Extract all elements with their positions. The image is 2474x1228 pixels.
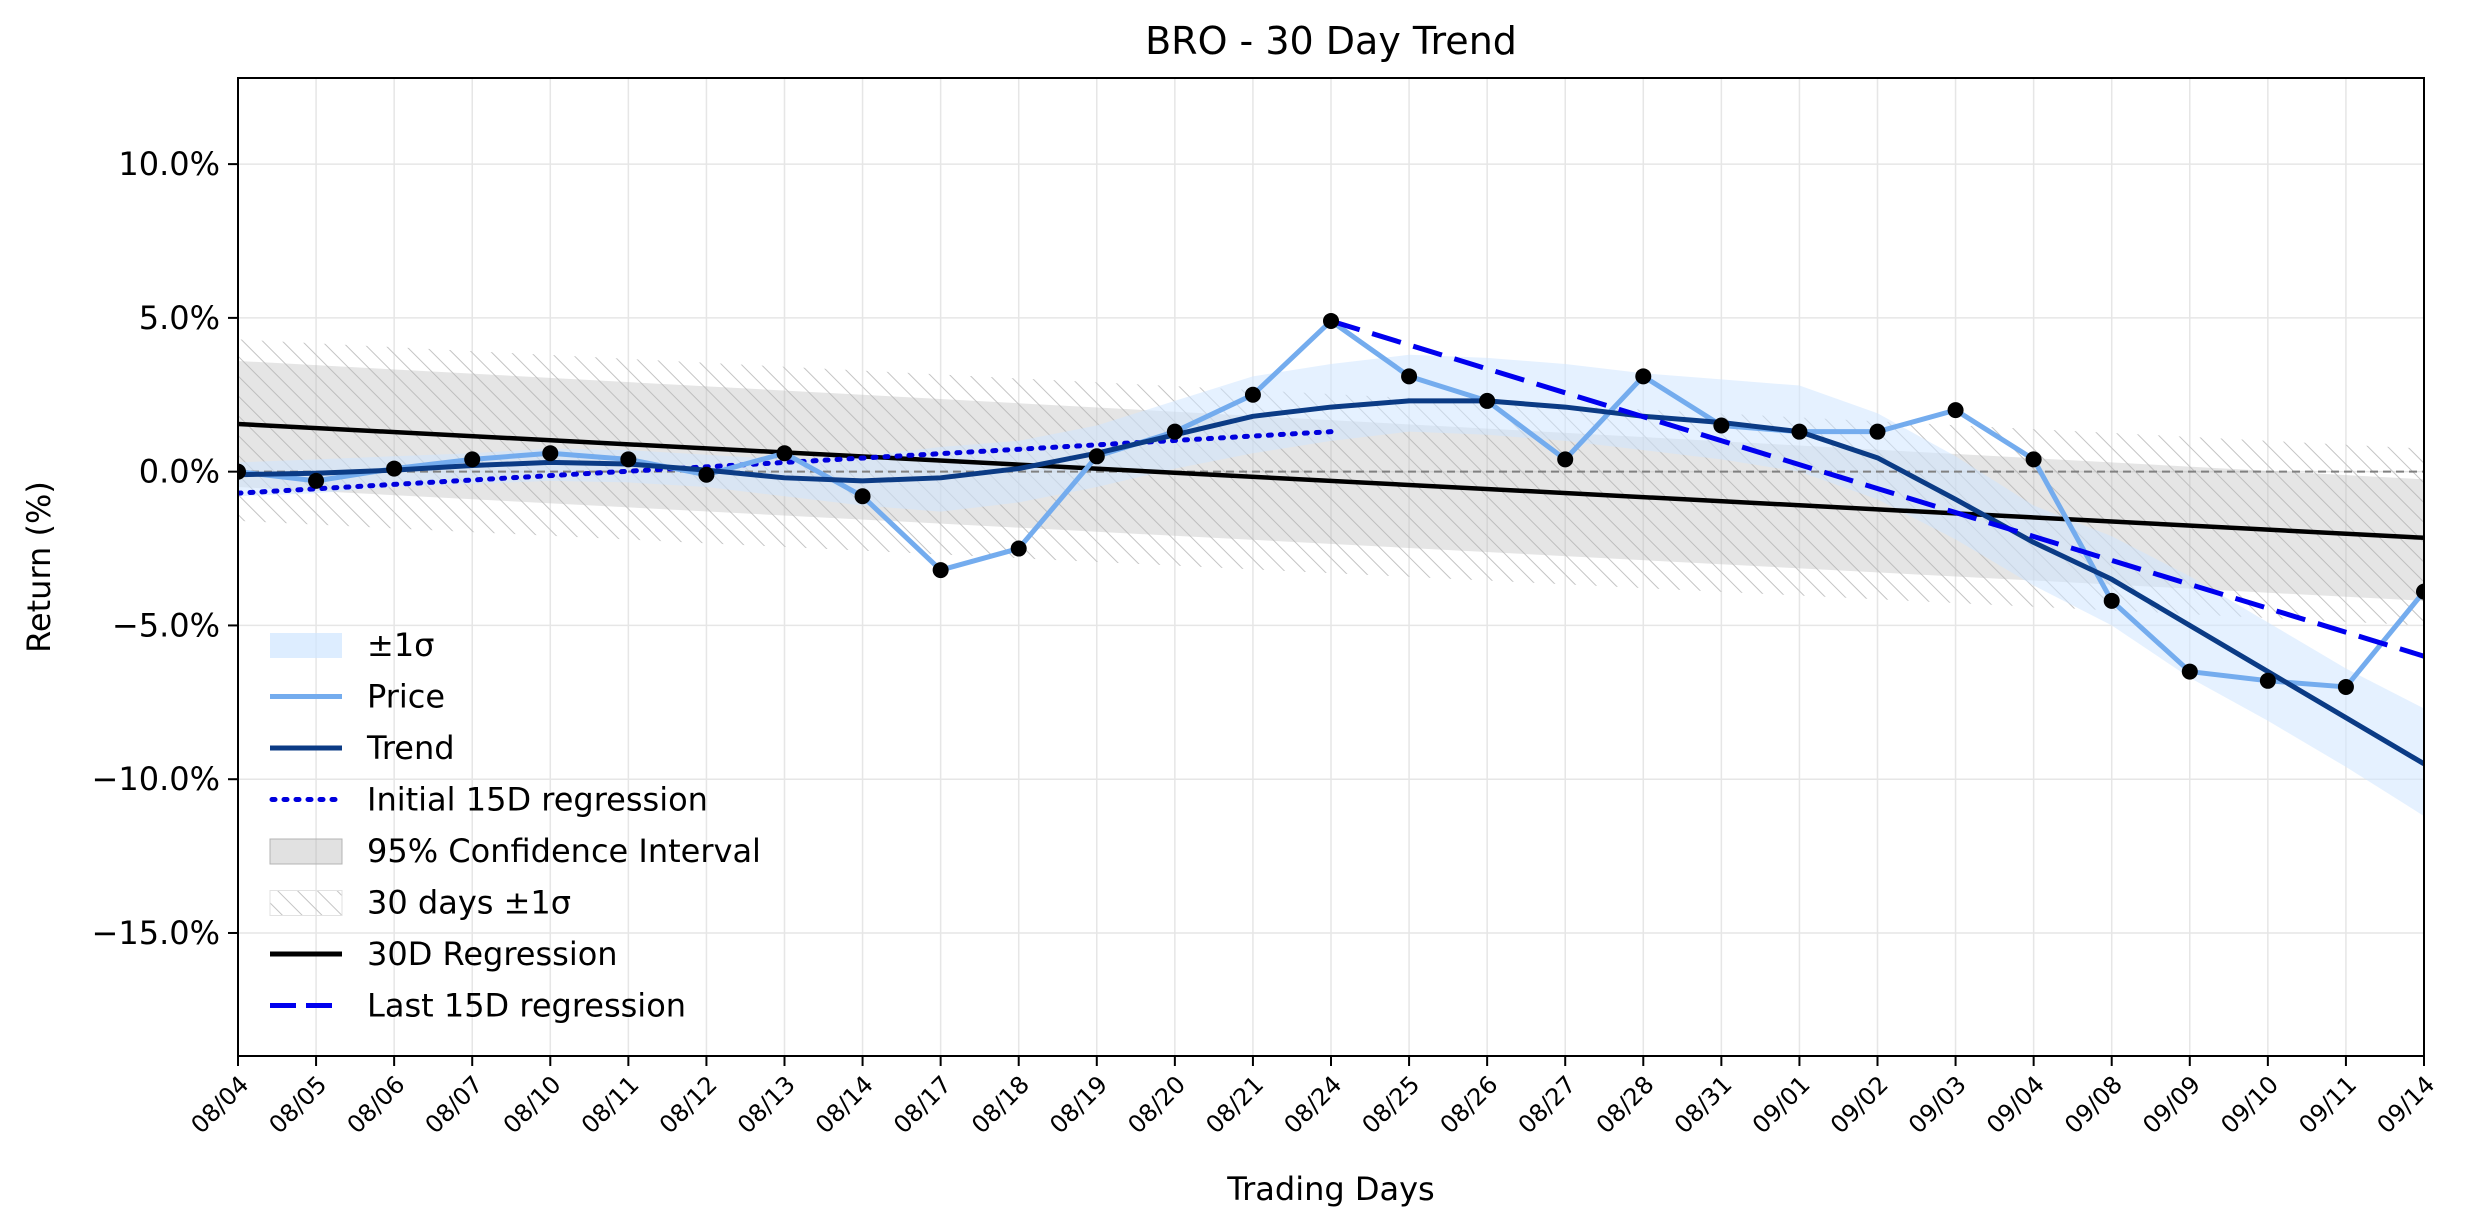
x-tick-label: 08/25 — [1357, 1070, 1426, 1139]
price-point — [1791, 423, 1808, 440]
price-point — [1869, 423, 1886, 440]
price-point — [2416, 583, 2424, 600]
legend-swatch — [270, 633, 342, 658]
price-point — [1947, 402, 1964, 419]
y-tick-label: 5.0% — [139, 299, 220, 337]
legend-label: Last 15D regression — [367, 987, 686, 1025]
y-axis-label: Return (%) — [20, 481, 58, 653]
price-point — [308, 472, 325, 489]
x-tick-label: 08/11 — [576, 1070, 645, 1139]
x-tick-label: 09/10 — [2215, 1070, 2284, 1139]
price-point — [776, 445, 793, 462]
x-tick-label: 09/03 — [1903, 1070, 1972, 1139]
plot-area — [238, 312, 2424, 817]
legend-label: 30D Regression — [367, 935, 618, 973]
x-tick-label: 08/07 — [420, 1070, 489, 1139]
x-tick-label: 08/12 — [654, 1070, 723, 1139]
x-tick-label: 09/02 — [1825, 1070, 1894, 1139]
price-point — [2103, 592, 2120, 609]
x-tick-label: 08/26 — [1435, 1070, 1504, 1139]
y-tick-label: 10.0% — [118, 145, 220, 183]
x-tick-label: 09/11 — [2293, 1070, 2362, 1139]
price-point — [1088, 448, 1105, 465]
x-tick-label: 09/04 — [1981, 1070, 2050, 1139]
price-point — [464, 451, 481, 468]
price-point — [1166, 423, 1183, 440]
price-point — [1401, 368, 1418, 385]
y-tick-label: −15.0% — [92, 914, 220, 952]
x-tick-label: 08/17 — [888, 1070, 957, 1139]
price-point — [1244, 386, 1261, 403]
price-point — [2337, 678, 2354, 695]
legend-swatch — [269, 890, 343, 916]
x-tick-label: 08/05 — [264, 1070, 333, 1139]
y-tick-label: −10.0% — [92, 760, 220, 798]
x-tick-label: 08/19 — [1044, 1070, 1113, 1139]
x-tick-label: 08/14 — [810, 1070, 879, 1139]
regression-last-15d-line — [1330, 318, 2424, 659]
band-sigma — [238, 354, 2424, 817]
price-point — [2181, 663, 2198, 680]
regression-30d-line — [238, 421, 2424, 541]
price-point — [1010, 540, 1027, 557]
x-tick-label: 08/20 — [1122, 1070, 1191, 1139]
price-point — [1323, 312, 1339, 329]
legend-swatch — [269, 838, 343, 865]
price-point — [238, 463, 246, 480]
price-point — [698, 466, 715, 483]
price-point — [2025, 451, 2042, 468]
trend-line — [238, 398, 2424, 766]
price-point — [1713, 417, 1730, 434]
price-point — [620, 451, 637, 468]
legend-label: Price — [367, 678, 445, 716]
legend-label: 30 days ±1σ — [367, 884, 571, 922]
y-tick-label: −5.0% — [112, 606, 220, 644]
x-tick-label: 09/01 — [1747, 1070, 1816, 1139]
price-point — [1635, 368, 1652, 385]
price-point — [854, 488, 871, 505]
price-point — [2259, 672, 2276, 689]
price-point — [1557, 451, 1574, 468]
y-tick-label: 0.0% — [139, 453, 220, 491]
x-tick-label: 08/06 — [342, 1070, 411, 1139]
x-tick-label: 08/31 — [1669, 1070, 1738, 1139]
x-tick-label: 08/24 — [1279, 1070, 1348, 1139]
x-tick-label: 08/18 — [966, 1070, 1035, 1139]
x-tick-label: 08/13 — [732, 1070, 801, 1139]
x-tick-label: 08/10 — [498, 1070, 567, 1139]
chart-title: BRO - 30 Day Trend — [1145, 19, 1517, 63]
x-tick-label: 09/08 — [2059, 1070, 2128, 1139]
x-tick-label: 08/21 — [1200, 1070, 1269, 1139]
price-point — [386, 460, 403, 477]
x-tick-label: 08/27 — [1513, 1070, 1582, 1139]
price-point — [1479, 392, 1496, 409]
x-tick-label: 08/04 — [186, 1070, 255, 1139]
price-point — [932, 562, 949, 579]
legend-label: 95% Confidence Interval — [367, 832, 761, 870]
price-point — [542, 445, 559, 462]
legend-label: Trend — [366, 729, 455, 767]
x-tick-label: 09/14 — [2372, 1070, 2441, 1139]
x-tick-label: 09/09 — [2137, 1070, 2206, 1139]
legend-label: Initial 15D regression — [367, 781, 708, 819]
x-tick-label: 08/28 — [1591, 1070, 1660, 1139]
legend-label: ±1σ — [367, 626, 434, 664]
x-axis-label: Trading Days — [1226, 1170, 1434, 1208]
legend: ±1σ Price Trend Initial 15D regression 95% C… — [269, 626, 761, 1025]
